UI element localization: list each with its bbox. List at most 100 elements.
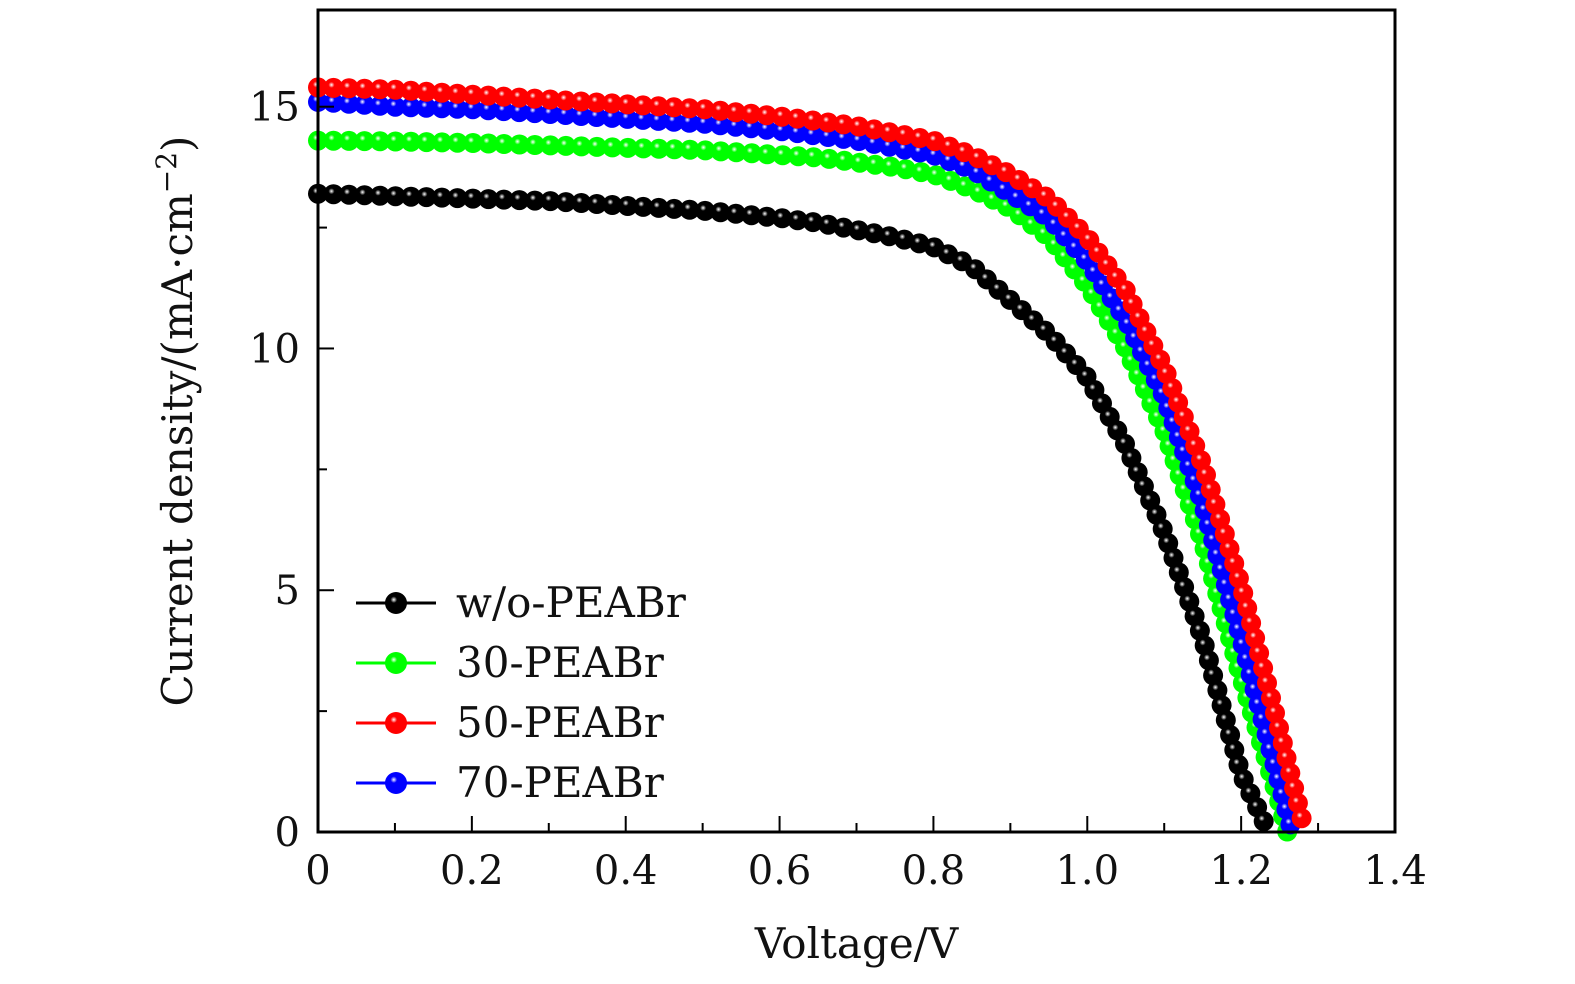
y-tick-label: 5	[275, 568, 300, 614]
series-markers-w-o-peabr	[308, 183, 1274, 832]
legend-label: w/o-PEABr	[456, 578, 687, 627]
data-point	[1241, 613, 1262, 634]
data-point	[757, 144, 778, 165]
data-point	[447, 132, 468, 153]
data-point	[895, 159, 916, 180]
data-point	[1280, 763, 1301, 784]
data-point	[401, 131, 421, 152]
data-point	[493, 86, 514, 107]
data-point	[818, 112, 839, 133]
data-point	[633, 109, 653, 130]
ticks-layer	[317, 105, 1396, 833]
data-point	[756, 119, 777, 140]
data-point	[540, 191, 561, 212]
data-point	[416, 81, 437, 102]
data-point	[848, 131, 869, 151]
data-point	[864, 223, 884, 244]
data-point	[509, 190, 530, 211]
data-point	[602, 107, 622, 128]
data-point	[602, 137, 623, 158]
data-point	[648, 197, 669, 218]
data-point	[478, 85, 499, 106]
x-tick-labels: 0 0.2 0.4 0.6 0.8 1.0 1.2 1.4	[305, 848, 1427, 894]
data-point	[524, 135, 545, 155]
data-point	[633, 138, 654, 159]
data-point	[879, 122, 900, 143]
data-point	[385, 186, 406, 207]
data-point	[555, 105, 576, 125]
data-point	[494, 134, 514, 154]
data-point	[509, 87, 530, 108]
data-point	[463, 133, 483, 153]
data-point	[462, 188, 483, 209]
data-point	[849, 152, 870, 173]
data-point	[1253, 811, 1274, 832]
data-point	[571, 91, 592, 112]
data-point	[385, 131, 406, 152]
x-tick-label: 0.2	[440, 848, 504, 894]
y-axis-title-superscript: −2	[150, 152, 183, 193]
data-point	[339, 184, 359, 205]
data-point	[834, 150, 855, 171]
data-point	[788, 146, 809, 167]
data-point	[1272, 733, 1293, 753]
data-point	[648, 110, 669, 131]
data-point	[909, 233, 930, 254]
data-point	[741, 118, 762, 139]
data-point	[447, 83, 468, 104]
data-point	[400, 80, 421, 101]
data-point	[1237, 598, 1258, 619]
y-axis-title: Current density/(mA·cm−2)	[150, 136, 202, 707]
data-point	[880, 156, 901, 177]
data-point	[818, 127, 839, 147]
data-point	[772, 145, 793, 166]
legend-marker	[385, 592, 407, 614]
data-point	[633, 95, 653, 116]
data-point	[663, 97, 684, 118]
data-point	[370, 131, 390, 152]
data-point	[879, 226, 900, 247]
data-point	[338, 93, 359, 114]
data-point	[524, 190, 545, 211]
data-point	[894, 139, 915, 160]
x-tick-label: 0	[305, 848, 330, 894]
data-point	[864, 133, 885, 154]
data-point	[911, 162, 932, 183]
data-point	[772, 121, 792, 142]
data-point	[833, 114, 854, 135]
data-point	[555, 90, 576, 111]
data-point	[802, 110, 823, 131]
data-point	[1198, 650, 1219, 671]
data-point	[401, 186, 421, 207]
data-point	[833, 128, 854, 149]
x-tick-label: 1.2	[1209, 848, 1273, 894]
data-point	[710, 202, 731, 223]
x-axis-title: Voltage/V	[754, 919, 959, 968]
data-point	[416, 187, 437, 208]
data-point	[1257, 673, 1277, 693]
data-point	[1284, 778, 1305, 799]
data-point	[354, 131, 375, 152]
x-tick-label: 0.6	[748, 848, 812, 894]
data-point	[354, 94, 375, 115]
legend-label: 50-PEABr	[456, 698, 665, 747]
data-point	[787, 210, 808, 231]
data-point	[710, 141, 731, 162]
data-point	[354, 185, 375, 206]
y-tick-label: 0	[275, 810, 300, 856]
data-point	[787, 108, 808, 129]
data-point	[586, 92, 607, 113]
data-point	[787, 123, 808, 144]
data-point	[369, 95, 390, 116]
data-point	[540, 104, 561, 124]
data-point	[679, 199, 700, 220]
data-point	[431, 98, 452, 119]
data-point	[447, 98, 468, 119]
data-point	[385, 79, 406, 100]
data-point	[909, 128, 930, 148]
x-tick-label: 0.4	[594, 848, 658, 894]
data-point	[848, 220, 869, 241]
data-point	[864, 119, 885, 140]
data-point	[478, 100, 499, 121]
legend-item: 30-PEABr	[356, 638, 665, 687]
